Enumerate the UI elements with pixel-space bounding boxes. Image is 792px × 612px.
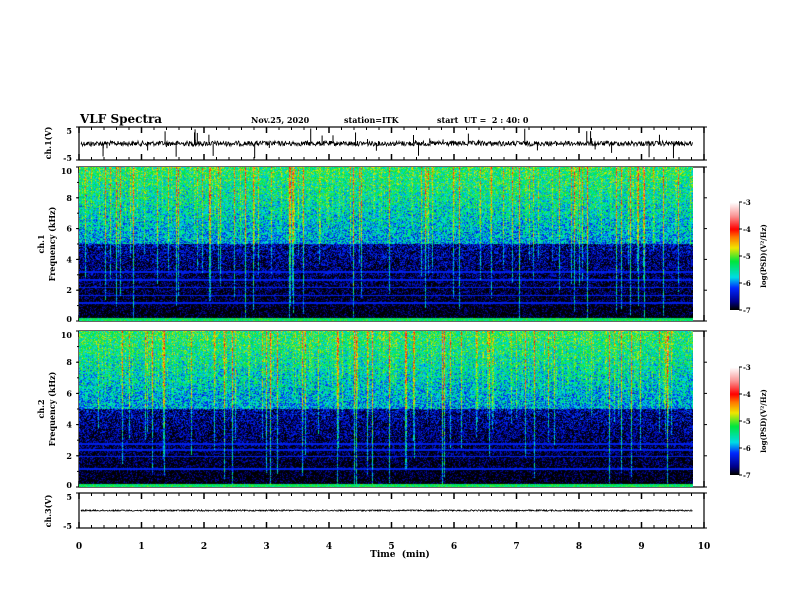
x-tick-label: 1 — [138, 542, 144, 552]
ch3-ylabel: ch.3(V) — [43, 494, 53, 527]
x-tick-label: 9 — [638, 542, 644, 552]
y-tick-label: 0 — [66, 480, 72, 490]
y-tick-label: 8 — [66, 357, 72, 367]
figure-title: VLF Spectra — [79, 112, 162, 126]
date-label: Nov.25, 2020 — [251, 115, 310, 125]
ch1-ylabel: ch.1(V) — [43, 126, 53, 159]
ch2-spec-ylabel-1: ch.2 — [36, 399, 46, 418]
colorbar-tick-label: -5 — [743, 252, 751, 261]
x-tick-label: 2 — [201, 542, 207, 552]
y-tick-label: 0 — [66, 314, 72, 324]
y-tick-label: 6 — [66, 388, 72, 398]
x-tick-label: 0 — [76, 542, 82, 552]
colorbar-tick-label: -7 — [743, 471, 751, 480]
colorbar-tick-label: -5 — [743, 417, 751, 426]
y-tick-label: 5 — [66, 126, 72, 136]
y-tick-label: 10 — [61, 166, 73, 176]
x-tick-label: 7 — [513, 542, 519, 552]
y-tick-label: 4 — [66, 254, 72, 264]
ch2-spectrogram-heatmap — [79, 331, 693, 487]
y-tick-label: 10 — [61, 330, 73, 340]
y-tick-label: 2 — [66, 285, 72, 295]
colorbar-tick-label: -3 — [743, 198, 751, 207]
station-label: station=ITK — [344, 115, 400, 125]
colorbar2 — [730, 367, 739, 475]
ch3-waveform-line — [80, 508, 693, 513]
x-tick-label: 5 — [388, 542, 394, 552]
ch1-spectrogram-heatmap — [79, 167, 693, 321]
start-ut-label: start UT = 2 : 40: 0 — [437, 115, 529, 125]
y-tick-label: -5 — [63, 153, 72, 163]
y-tick-label: 8 — [66, 193, 72, 203]
colorbar-tick-label: -3 — [743, 363, 751, 372]
x-tick-label: 10 — [698, 542, 711, 552]
ch2-spec-ylabel-2: Frequency (kHz) — [47, 371, 57, 446]
colorbar-tick-label: -4 — [743, 225, 751, 234]
x-tick-label: 4 — [326, 542, 332, 552]
ch1-spec-ylabel-1: ch.1 — [36, 234, 46, 253]
x-tick-label: 3 — [263, 542, 269, 552]
ch1-spec-ylabel-2: Frequency (kHz) — [47, 206, 57, 281]
y-tick-label: 4 — [66, 420, 72, 430]
colorbar1-label: log(PSD)(V²/Hz) — [759, 224, 768, 288]
y-tick-label: 6 — [66, 224, 72, 234]
x-axis-label: Time (min) — [370, 549, 430, 560]
y-tick-label: -5 — [63, 521, 72, 531]
colorbar-tick-label: -6 — [743, 444, 751, 453]
x-tick-label: 6 — [451, 542, 457, 552]
colorbar-tick-label: -4 — [743, 390, 751, 399]
colorbar1 — [730, 202, 739, 310]
colorbar-tick-label: -6 — [743, 279, 751, 288]
colorbar2-label: log(PSD)(V²/Hz) — [759, 389, 768, 453]
x-tick-label: 8 — [576, 542, 582, 552]
ch1-waveform-line — [80, 139, 693, 148]
colorbar-tick-label: -7 — [743, 306, 751, 315]
y-tick-label: 2 — [66, 451, 72, 461]
y-tick-label: 5 — [66, 492, 72, 502]
